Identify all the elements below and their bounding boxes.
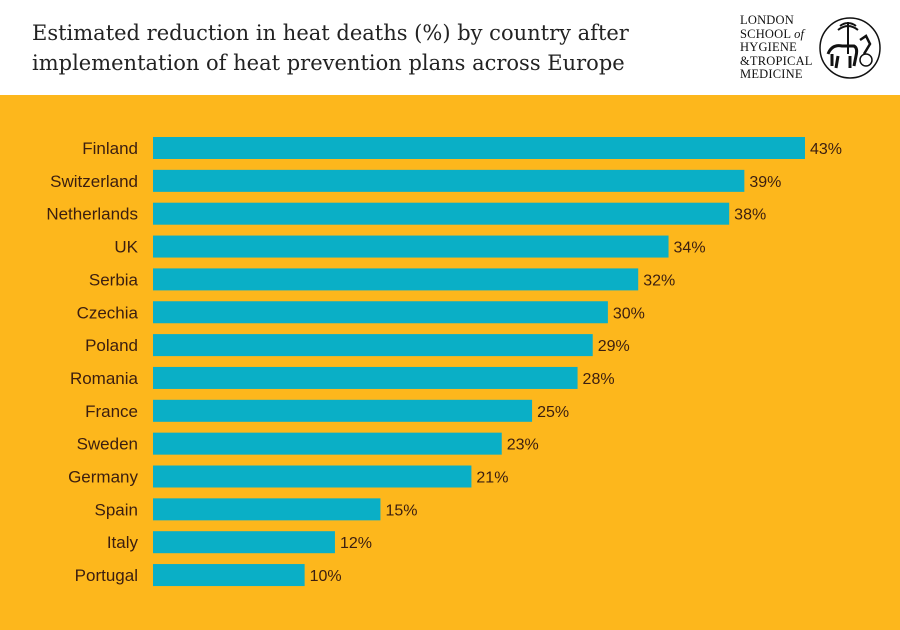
bar-france [153, 399, 533, 422]
category-label: France [85, 402, 138, 421]
data-label: 23% [507, 437, 539, 454]
category-label: Serbia [89, 270, 139, 289]
category-label: Sweden [77, 435, 138, 454]
data-label: 12% [340, 535, 372, 552]
data-label: 30% [613, 305, 645, 322]
data-label: 15% [385, 502, 417, 519]
bar-finland [153, 137, 805, 159]
chart-title: Estimated reduction in heat deaths (%) b… [32, 18, 672, 78]
header: Estimated reduction in heat deaths (%) b… [0, 0, 900, 95]
bar-czechia [153, 301, 608, 324]
bar-portugal [153, 564, 305, 587]
category-label: Portugal [75, 566, 138, 585]
data-label: 32% [643, 272, 675, 289]
title-line-1: Estimated reduction in heat deaths (%) b… [32, 21, 629, 45]
bar-romania [153, 366, 578, 389]
data-label: 25% [537, 404, 569, 421]
data-label: 39% [749, 174, 781, 191]
data-label: 28% [583, 371, 615, 388]
title-line-2: implementation of heat prevention plans … [32, 51, 625, 75]
data-label: 38% [734, 207, 766, 224]
bar-germany [153, 465, 472, 488]
category-label: UK [114, 238, 138, 257]
logo-text: LONDON SCHOOL of HYGIENE &TROPICAL MEDICINE [740, 13, 813, 82]
category-label: Romania [70, 369, 139, 388]
bar-chart: Finland 43% Switzerland 39% Netherlands 38% UK… [0, 95, 900, 630]
bar-switzerland [153, 169, 745, 192]
bar-serbia [153, 268, 639, 291]
category-label: Spain [95, 500, 138, 519]
category-label: Italy [107, 533, 139, 552]
category-label: Finland [82, 139, 138, 158]
data-label: 43% [810, 141, 842, 158]
lshtm-logo: LONDON SCHOOL of HYGIENE &TROPICAL MEDICINE [740, 12, 885, 84]
bar-uk [153, 235, 669, 258]
bar-sweden [153, 432, 502, 455]
category-label: Poland [85, 336, 138, 355]
data-label: 10% [310, 568, 342, 585]
bar-poland [153, 334, 593, 357]
category-label: Netherlands [46, 205, 138, 224]
category-label: Germany [68, 468, 138, 487]
data-label: 29% [598, 338, 630, 355]
bar-netherlands [153, 202, 730, 225]
bar-spain [153, 498, 381, 521]
bar-italy [153, 531, 335, 554]
data-label: 21% [476, 470, 508, 487]
category-label: Czechia [77, 303, 139, 322]
data-label: 34% [674, 240, 706, 257]
category-label: Switzerland [50, 172, 138, 191]
logo-emblem-icon [819, 17, 881, 79]
